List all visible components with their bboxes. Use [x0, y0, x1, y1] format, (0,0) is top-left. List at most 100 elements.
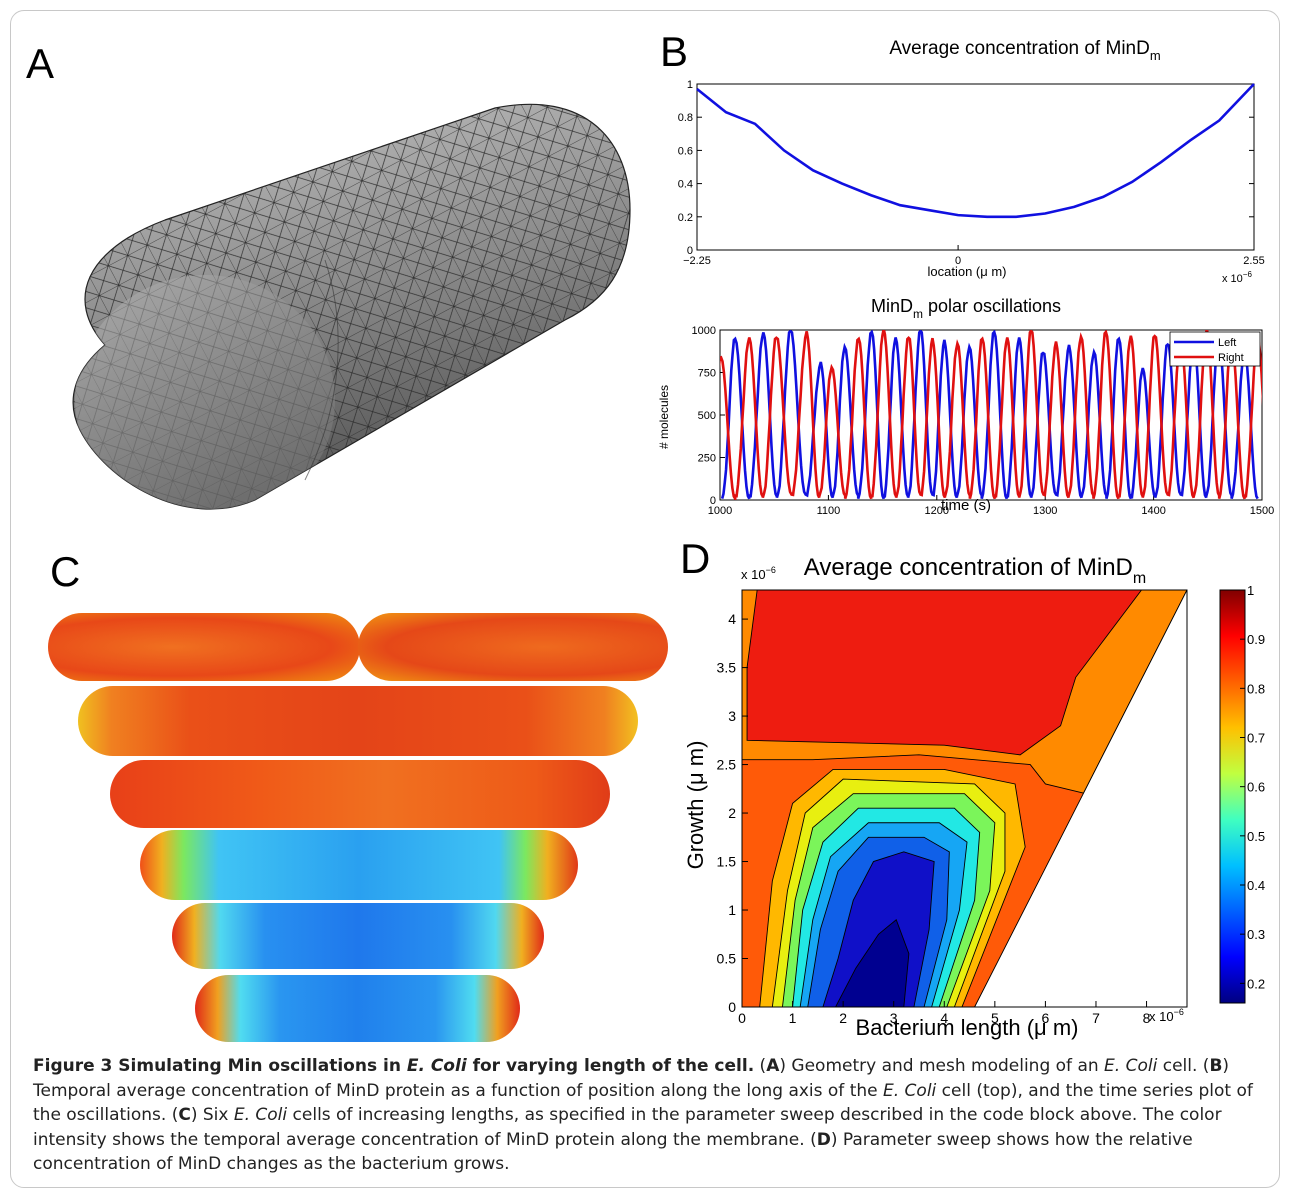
chart-b-top-xtick-label: −2.25	[683, 255, 711, 267]
cell-row-2	[78, 686, 638, 756]
chart-d-xtick-label: 2	[839, 1010, 847, 1026]
chart-d-colorbar-label: 0.6	[1247, 780, 1265, 795]
caption-p1-open: (	[754, 1056, 767, 1076]
chart-b-bottom-xtick-label: 1400	[1141, 505, 1165, 515]
chart-d-colorbar	[1219, 589, 1246, 1004]
chart-b-bottom-ytick-label: 1000	[692, 325, 716, 337]
chart-d-plot-area	[741, 589, 1188, 1008]
chart-d-colorbar-label: 0.8	[1247, 681, 1265, 696]
chart-d-ytick-label: 3.5	[717, 660, 737, 676]
chart-d-ytick-label: 2.5	[717, 757, 737, 773]
mesh-cell-image	[72, 103, 631, 510]
chart-d-xtick-label: 8	[1143, 1010, 1151, 1026]
chart-d-title: Average concentration of MinDm	[804, 554, 1146, 587]
chart-d-colorbar-label: 0.3	[1247, 927, 1265, 942]
chart-d-colorbar-label: 0.4	[1247, 878, 1265, 893]
chart-d-colorbar-label: 0.5	[1247, 829, 1265, 844]
caption-p1-em: E. Coli	[1104, 1056, 1158, 1076]
chart-b-top-xtick-label: 0	[955, 255, 961, 267]
chart-d-contour-region	[835, 918, 910, 1007]
chart-b-bottom-title: MinDm polar oscillations	[871, 296, 1061, 321]
chart-d: Average concentration of MinDm x 10−6 0 1…	[683, 554, 1265, 1040]
chart-b-top-title: Average concentration of MinDm	[889, 38, 1160, 63]
chart-d-xtick-label: 4	[940, 1010, 948, 1026]
chart-d-colorbar-label: 0.2	[1247, 976, 1265, 991]
chart-d-colorbar-label: 0.7	[1247, 731, 1265, 746]
cell-row-5	[172, 903, 544, 969]
chart-b-top-plot-area	[696, 83, 1255, 251]
chart-d-ylabel: Growth (μ m)	[683, 741, 708, 870]
cell-row-4	[140, 830, 578, 900]
cell-row-1b	[358, 613, 668, 681]
chart-b-bottom-ytick-label: 0	[710, 495, 716, 507]
chart-b-top-xlabel: location (μ m)	[927, 264, 1006, 279]
chart-b-bottom-xtick-label: 1100	[817, 505, 841, 515]
chart-d-ytick-label: 0.5	[717, 951, 737, 967]
caption-p4-text: ) Parameter sweep shows how the relative…	[33, 1129, 1193, 1175]
cell-row-6	[195, 975, 520, 1042]
chart-b-bottom-series-line	[720, 330, 1259, 500]
chart-b-top-ytick-label: 0.4	[678, 179, 693, 191]
chart-d-xtick-label: 7	[1092, 1010, 1100, 1026]
chart-d-contour-region	[746, 590, 1143, 756]
figure-caption: Figure 3 Simulating Min oscillations in …	[33, 1054, 1263, 1177]
panel-label-c: C	[50, 548, 81, 595]
cell-row-1	[48, 613, 360, 681]
chart-b-bottom: MinDm polar oscillations 0 250 500 750 1000 1…	[657, 296, 1274, 515]
caption-p3-tail: cells of increasing lengths, as specifie…	[33, 1105, 1222, 1150]
chart-b-bottom-legend	[1169, 331, 1261, 367]
chart-d-empty-region	[974, 590, 1187, 1007]
chart-b-top: Average concentration of MinDm 0 0.2 0.4 0.…	[678, 38, 1265, 285]
caption-p2-text: ) Temporal average concentration of MinD…	[33, 1056, 1230, 1101]
chart-b-top-ytick-label: 0.2	[678, 212, 693, 224]
chart-b-bottom-legend-label: Right	[1218, 352, 1244, 364]
chart-b-bottom-xtick-label: 1000	[708, 505, 732, 515]
chart-b-bottom-xtick-label: 1300	[1033, 505, 1057, 515]
caption-ref-a: A	[766, 1056, 780, 1076]
chart-d-xlabel: Bacterium length (μ m)	[856, 1015, 1079, 1040]
caption-p1-tail: cell. (	[1157, 1056, 1210, 1076]
chart-d-xtick-label: 6	[1042, 1010, 1050, 1026]
chart-d-xtick-label: 5	[991, 1010, 999, 1026]
caption-p2-tail: cell (top), and the time series plot of …	[33, 1080, 1253, 1126]
chart-d-xmult: x 10−6	[1149, 1007, 1184, 1024]
chart-b-bottom-series-line	[720, 330, 1262, 500]
chart-b-bottom-ytick-label: 500	[698, 410, 716, 422]
chart-d-xtick-label: 0	[738, 1010, 746, 1026]
chart-d-xtick-label: 3	[890, 1010, 898, 1026]
chart-d-ytick-label: 4	[728, 611, 736, 627]
chart-d-ytick-label: 1	[728, 902, 736, 918]
chart-b-top-xmult: x 10−6	[1222, 270, 1252, 285]
chart-b-bottom-xtick-label: 1200	[925, 505, 949, 515]
chart-b-bottom-xtick-label: 1500	[1250, 505, 1274, 515]
chart-b-top-ytick-label: 0.6	[678, 145, 693, 157]
chart-b-bottom-ylabel: # molecules	[657, 385, 671, 449]
caption-p3-text: ) Six	[190, 1105, 234, 1125]
chart-d-colorbar-label: 0.9	[1247, 632, 1265, 647]
chart-b-top-ytick-label: 1	[687, 79, 693, 91]
caption-ref-b: B	[1209, 1056, 1223, 1076]
chart-b-top-xtick-label: 2.55	[1243, 255, 1264, 267]
caption-label: Figure 3 Simulating Min oscillations in	[33, 1056, 407, 1076]
chart-b-top-series-line	[696, 83, 1255, 219]
panel-label-a: A	[26, 40, 55, 87]
chart-d-ymult: x 10−6	[741, 565, 776, 582]
chart-b-bottom-xlabel: time (s)	[941, 497, 991, 514]
panel-label-d: D	[680, 535, 711, 582]
chart-d-colorbar-label: 1	[1247, 583, 1254, 598]
caption-p3-em: E. Coli	[233, 1105, 288, 1125]
chart-d-xtick-label: 1	[789, 1010, 797, 1026]
caption-p1-text: ) Geometry and mesh modeling of an	[779, 1056, 1105, 1076]
chart-b-bottom-ytick-label: 250	[698, 453, 716, 465]
caption-p2-em: E. Coli	[883, 1080, 937, 1101]
chart-b-bottom-ytick-label: 750	[698, 368, 716, 380]
caption-label-tail: for varying length of the cell.	[466, 1056, 755, 1076]
chart-b-top-ytick-label: 0.8	[678, 112, 693, 124]
chart-d-ytick-label: 2	[728, 805, 736, 821]
chart-d-ytick-label: 1.5	[717, 854, 737, 870]
chart-d-ytick-label: 0	[728, 999, 736, 1015]
chart-d-ytick-label: 3	[728, 708, 736, 724]
caption-ref-d: D	[816, 1129, 831, 1150]
cell-row-3	[110, 760, 610, 828]
caption-ref-c: C	[178, 1105, 191, 1125]
